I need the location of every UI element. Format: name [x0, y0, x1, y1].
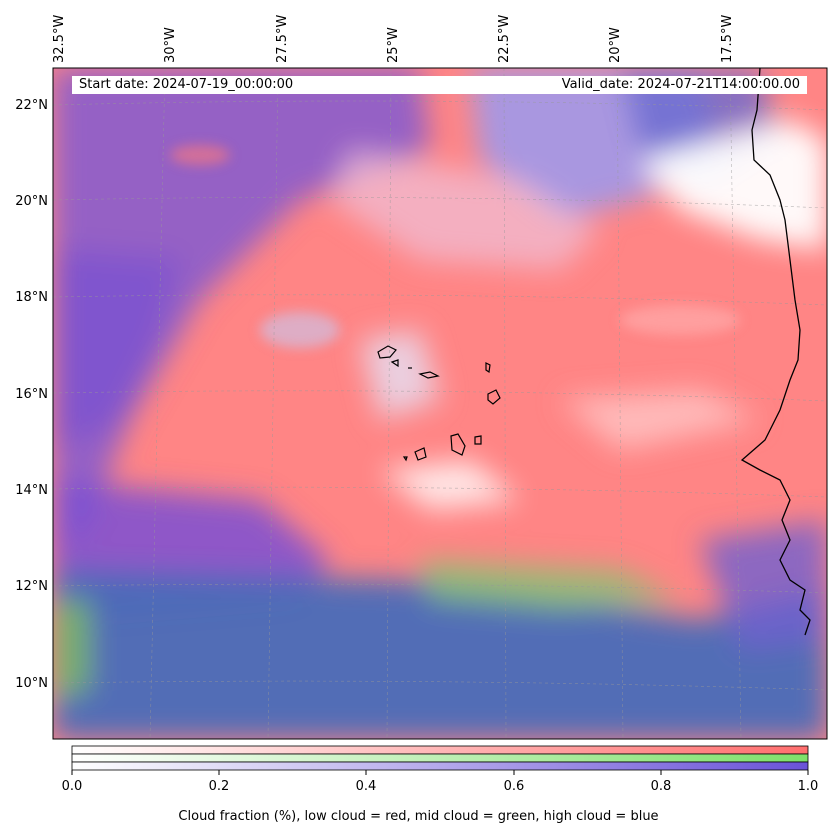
cape-verde-islands: [377, 345, 501, 462]
colorbar-tick: 1.0: [797, 779, 819, 794]
date-info-box: Start date: 2024-07-19_00:00:00 Valid_da…: [72, 76, 807, 94]
lat-label-18n: 18°N: [15, 290, 48, 305]
lon-label-17-5w: 17.5°W: [720, 14, 735, 63]
colorbar-tick: 0.4: [355, 779, 377, 794]
colorbar-tick: 0.0: [61, 779, 83, 794]
colorbar-label: Cloud fraction (%), low cloud = red, mid…: [178, 809, 659, 824]
start-date-text: Start date: 2024-07-19_00:00:00: [79, 77, 294, 92]
lat-label-20n: 20°N: [15, 194, 48, 209]
lon-label-27-5w: 27.5°W: [275, 14, 290, 63]
colorbar-tick: 0.6: [503, 779, 525, 794]
lat-label-10n: 10°N: [15, 676, 48, 691]
africa-coastline: [740, 68, 811, 636]
lat-label-14n: 14°N: [15, 483, 48, 498]
valid-date-text: Valid_date: 2024-07-21T14:00:00.00: [561, 77, 800, 92]
gridlines: [53, 68, 827, 739]
lat-label-12n: 12°N: [15, 579, 48, 594]
lon-label-25w: 25°W: [386, 27, 401, 63]
lat-label-22n: 22°N: [15, 98, 48, 113]
lon-label-20w: 20°W: [608, 27, 623, 63]
lon-label-30w: 30°W: [163, 27, 178, 63]
cloud-field: [53, 68, 827, 739]
lat-label-16n: 16°N: [15, 387, 48, 402]
colorbar-tick: 0.2: [208, 779, 230, 794]
colorbar-tick: 0.8: [650, 779, 672, 794]
lon-label-22-5w: 22.5°W: [497, 14, 512, 63]
lon-label-32-5w: 32.5°W: [52, 14, 67, 63]
colorbar: [71, 745, 809, 775]
